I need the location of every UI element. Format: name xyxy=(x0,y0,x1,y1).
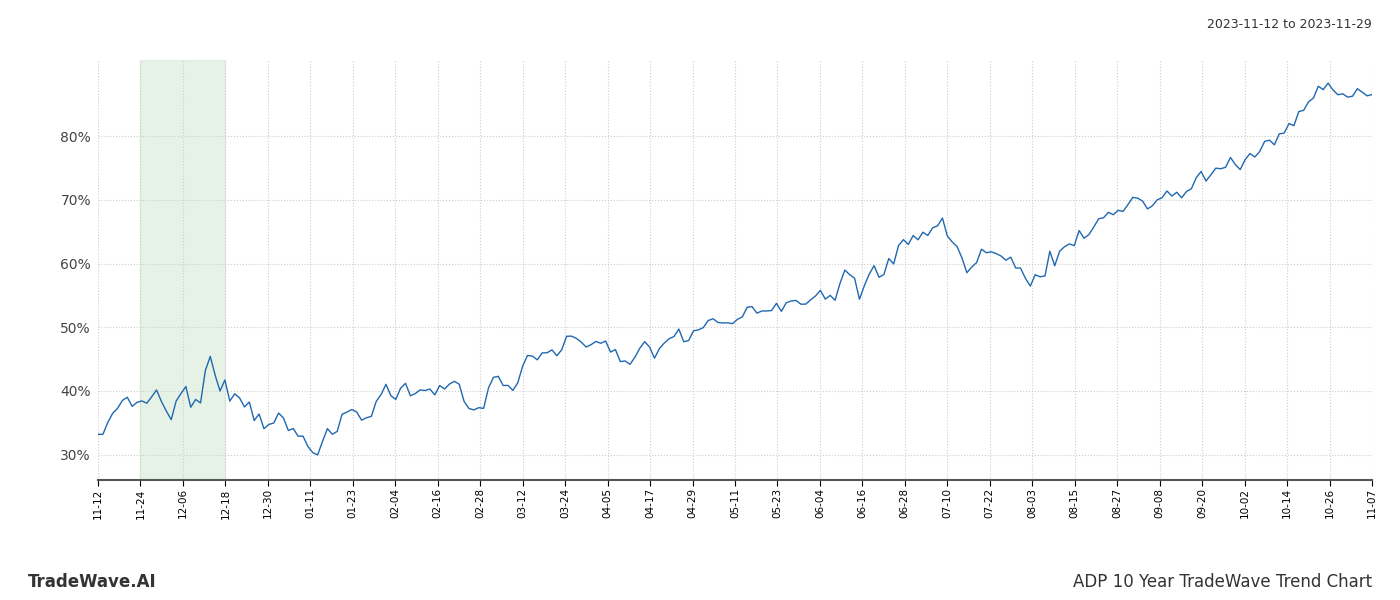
Text: TradeWave.AI: TradeWave.AI xyxy=(28,573,157,591)
Text: 2023-11-12 to 2023-11-29: 2023-11-12 to 2023-11-29 xyxy=(1207,18,1372,31)
Bar xyxy=(140,60,225,480)
Text: ADP 10 Year TradeWave Trend Chart: ADP 10 Year TradeWave Trend Chart xyxy=(1072,573,1372,591)
